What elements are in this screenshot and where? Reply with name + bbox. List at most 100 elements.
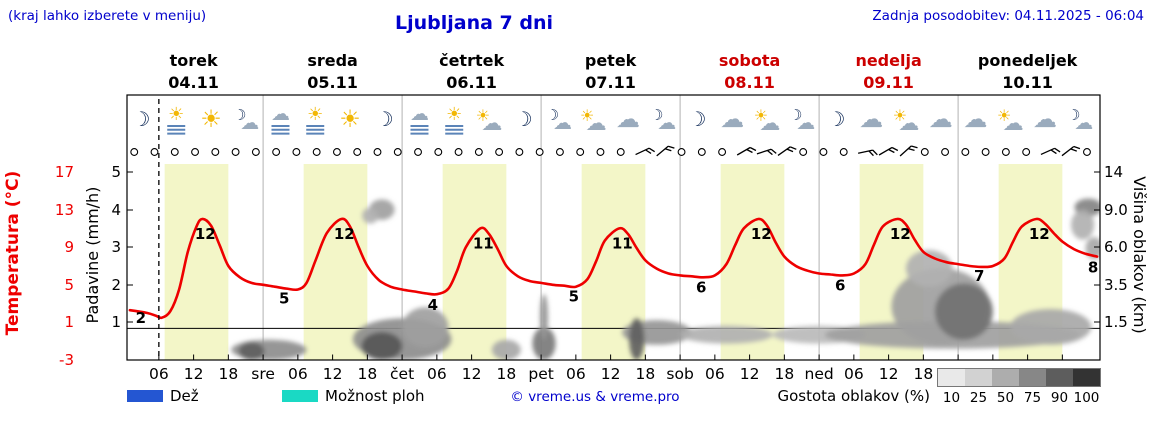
time-axis-label: 12 xyxy=(323,365,343,383)
precip-tick-5: 5 xyxy=(111,163,121,181)
cloud-fog-icon: ☁ xyxy=(410,103,429,135)
svg-text:☁: ☁ xyxy=(859,105,883,133)
svg-text:☁: ☁ xyxy=(898,111,919,135)
wind-barb-icon xyxy=(736,146,757,156)
day-name: petek xyxy=(584,51,637,70)
cloud-blob xyxy=(402,307,449,348)
wind-barb-icon xyxy=(1061,145,1081,157)
wind-calm-icon xyxy=(941,148,950,156)
wind-barb-icon xyxy=(878,146,899,156)
temperature-value-label: 4 xyxy=(428,296,438,314)
daylight-band xyxy=(442,164,507,360)
sun-icon: ☀ xyxy=(200,105,222,133)
svg-text:☀: ☀ xyxy=(200,105,222,133)
temp-tick--3: -3 xyxy=(59,351,74,369)
precip-tick-4: 4 xyxy=(111,200,121,219)
wind-calm-icon xyxy=(211,148,220,156)
wind-calm-icon xyxy=(1083,148,1091,156)
wind-calm-icon xyxy=(819,148,828,156)
temperature-value-label: 6 xyxy=(696,278,706,296)
temperature-curve xyxy=(128,217,1099,320)
temperature-value-label: 12 xyxy=(195,225,216,243)
wind-calm-icon xyxy=(393,148,402,156)
temperature-value-label: 11 xyxy=(473,234,494,252)
sun-fog-icon: ☀ xyxy=(167,104,186,135)
time-axis-label: 18 xyxy=(913,365,933,383)
moon-icon: ☽ xyxy=(828,107,846,131)
time-axis-label: 12 xyxy=(879,365,899,383)
time-axis-label: 18 xyxy=(496,365,516,383)
density-num-75: 75 xyxy=(1023,390,1042,406)
plot-frame xyxy=(126,94,1101,361)
wind-calm-icon xyxy=(515,148,524,156)
precip-tick-3: 3 xyxy=(111,238,121,257)
svg-text:☽: ☽ xyxy=(376,107,394,131)
wind-calm-icon xyxy=(495,148,504,156)
day-date: 09.11 xyxy=(863,72,914,92)
time-axis-label: ned xyxy=(805,365,834,383)
day-header-nedelja: nedelja 09.11 xyxy=(824,50,954,93)
wind-calm-icon xyxy=(332,148,341,156)
svg-text:☽: ☽ xyxy=(689,107,707,131)
cloud-icon: ☁ xyxy=(1033,105,1057,133)
moon-cloud-icon: ☽☁ xyxy=(1067,106,1093,134)
density-seg-25 xyxy=(965,369,992,386)
svg-text:☽: ☽ xyxy=(233,106,246,124)
temp-tick-5: 5 xyxy=(64,275,74,294)
wind-calm-icon xyxy=(353,148,362,156)
svg-text:☁: ☁ xyxy=(553,112,572,134)
temperature-value-label: 2 xyxy=(136,309,146,327)
time-axis-label: 18 xyxy=(635,365,655,383)
temp-tick-1: 1 xyxy=(64,313,74,332)
day-date: 10.11 xyxy=(1002,72,1053,92)
temperature-value-label: 5 xyxy=(569,288,579,306)
temperature-value-label: 12 xyxy=(1029,225,1050,243)
day-name: torek xyxy=(169,51,218,70)
svg-text:☁: ☁ xyxy=(1074,112,1093,134)
time-axis-label: čet xyxy=(390,365,414,383)
wind-calm-icon xyxy=(697,148,706,156)
sun-cloud-icon: ☀☁ xyxy=(893,106,920,135)
svg-text:☀: ☀ xyxy=(307,104,323,125)
density-seg-100 xyxy=(1073,369,1100,386)
cloud-density-layer xyxy=(231,198,1100,360)
cloud-icon: ☁ xyxy=(616,105,640,133)
svg-text:☁: ☁ xyxy=(963,105,987,133)
svg-text:☁: ☁ xyxy=(720,105,744,133)
density-seg-10 xyxy=(938,369,965,386)
precip-tick-1: 1 xyxy=(111,313,121,332)
time-axis-label: 06 xyxy=(566,365,586,383)
svg-text:☀: ☀ xyxy=(476,106,490,125)
svg-text:☁: ☁ xyxy=(796,112,815,134)
density-num-10: 10 xyxy=(942,390,961,406)
day-name: ponedeljek xyxy=(977,51,1078,70)
day-date: 08.11 xyxy=(724,72,775,92)
wind-calm-icon xyxy=(434,148,443,156)
showers-legend-swatch xyxy=(282,390,318,402)
day-name: sobota xyxy=(718,51,781,70)
temperature-value-label: 8 xyxy=(1088,259,1098,277)
svg-text:☁: ☁ xyxy=(240,112,259,134)
wind-calm-icon xyxy=(373,148,382,156)
wind-calm-icon xyxy=(555,148,564,156)
wind-barb-icon xyxy=(656,145,675,157)
time-axis-label: 12 xyxy=(184,365,204,383)
cloud-blob xyxy=(539,294,549,340)
time-axis-label: 06 xyxy=(149,365,169,383)
day-date: 07.11 xyxy=(585,72,636,92)
cloud-blob xyxy=(491,339,521,360)
day-date: 05.11 xyxy=(307,72,358,92)
density-num-100: 100 xyxy=(1073,390,1100,406)
day-name: četrtek xyxy=(439,51,505,70)
wind-calm-icon xyxy=(920,148,929,156)
wind-calm-icon xyxy=(251,148,260,156)
wind-calm-icon xyxy=(799,148,808,156)
day-name: sreda xyxy=(307,51,358,70)
temperature-value-label: 7 xyxy=(974,267,984,285)
density-seg-75 xyxy=(1019,369,1046,386)
time-axis-label: 18 xyxy=(774,365,794,383)
day-name: nedelja xyxy=(855,51,922,70)
svg-text:☽: ☽ xyxy=(828,107,846,131)
svg-text:☁: ☁ xyxy=(586,111,607,135)
credit-link[interactable]: © vreme.us & vreme.pro xyxy=(510,389,680,405)
